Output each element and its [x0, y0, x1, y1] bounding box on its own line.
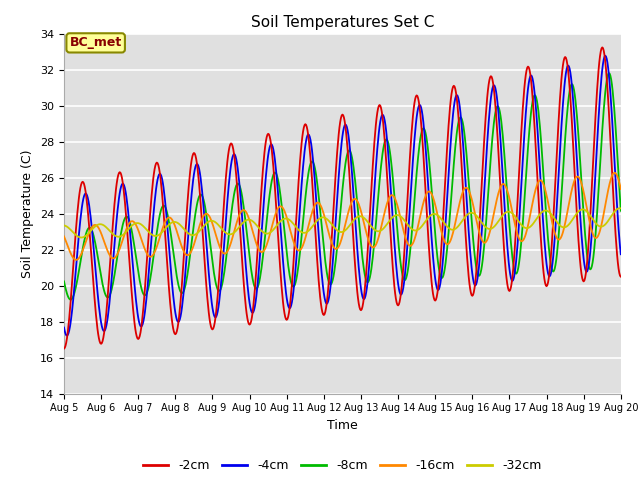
Title: Soil Temperatures Set C: Soil Temperatures Set C — [251, 15, 434, 30]
Text: BC_met: BC_met — [70, 36, 122, 49]
X-axis label: Time: Time — [327, 419, 358, 432]
Legend: -2cm, -4cm, -8cm, -16cm, -32cm: -2cm, -4cm, -8cm, -16cm, -32cm — [138, 455, 547, 477]
Y-axis label: Soil Temperature (C): Soil Temperature (C) — [22, 149, 35, 278]
